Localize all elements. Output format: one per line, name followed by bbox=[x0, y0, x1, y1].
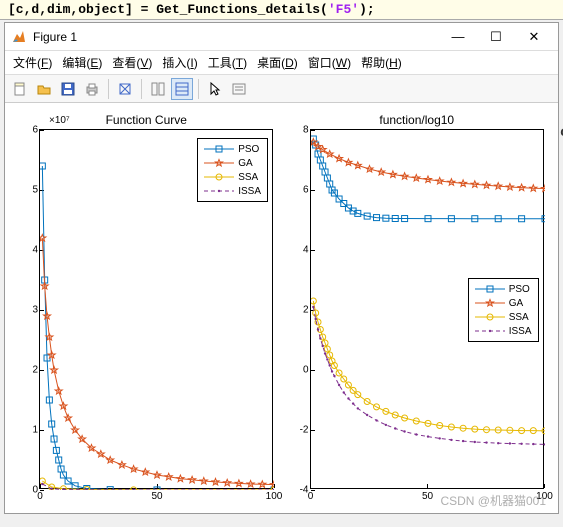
menu-e[interactable]: 编辑(E) bbox=[62, 54, 102, 71]
xtick: 0 bbox=[37, 491, 43, 502]
chart2-axes[interactable]: -4-202468050100PSOGASSAISSA bbox=[310, 129, 544, 489]
ytick: 0 bbox=[20, 485, 38, 496]
reset-view-button[interactable] bbox=[114, 78, 136, 100]
legend-item: ISSA bbox=[204, 184, 261, 198]
code-text: [c,d,dim,object] = Get_Functions_details… bbox=[8, 2, 328, 17]
xtick: 100 bbox=[266, 491, 283, 502]
legend-item: PSO bbox=[475, 282, 532, 296]
minimize-button[interactable]: — bbox=[440, 26, 476, 48]
save-button[interactable] bbox=[57, 78, 79, 100]
menu-h[interactable]: 帮助(H) bbox=[361, 54, 402, 71]
open-button[interactable] bbox=[33, 78, 55, 100]
ytick: 0 bbox=[291, 365, 309, 376]
menu-f[interactable]: 文件(F) bbox=[13, 54, 52, 71]
ytick: 6 bbox=[20, 125, 38, 136]
ytick: 2 bbox=[20, 365, 38, 376]
ytick: 5 bbox=[20, 185, 38, 196]
legend[interactable]: PSOGASSAISSA bbox=[468, 278, 539, 342]
menu-w[interactable]: 窗口(W) bbox=[308, 54, 351, 71]
pointer-button[interactable] bbox=[204, 78, 226, 100]
legend-item: SSA bbox=[204, 170, 261, 184]
chart2-title: function/log10 bbox=[286, 113, 549, 127]
xtick: 50 bbox=[151, 491, 162, 502]
toolbar bbox=[5, 75, 558, 103]
menu-t[interactable]: 工具(T) bbox=[208, 54, 247, 71]
figure-window: Figure 1 — ☐ ✕ 文件(F) 编辑(E) 查看(V) 插入(I) 工具(T)… bbox=[4, 22, 559, 514]
plot-area: ×10⁷ Function Curve 0123456050100PSOGASS… bbox=[5, 103, 558, 513]
new-button[interactable] bbox=[9, 78, 31, 100]
print-button[interactable] bbox=[81, 78, 103, 100]
menubar: 文件(F) 编辑(E) 查看(V) 插入(I) 工具(T) 桌面(D) 窗口(W) 帮助(H) bbox=[5, 51, 558, 75]
legend[interactable]: PSOGASSAISSA bbox=[197, 138, 268, 202]
ytick: 8 bbox=[291, 125, 309, 136]
window-title: Figure 1 bbox=[33, 30, 77, 44]
ytick: 4 bbox=[20, 245, 38, 256]
ytick: -4 bbox=[291, 485, 309, 496]
ytick: 6 bbox=[291, 185, 309, 196]
legend-item: ISSA bbox=[475, 324, 532, 338]
maximize-button[interactable]: ☐ bbox=[478, 26, 514, 48]
dock-button[interactable] bbox=[147, 78, 169, 100]
menu-v[interactable]: 查看(V) bbox=[112, 54, 152, 71]
subplot-2: function/log10 -4-202468050100PSOGASSAIS… bbox=[286, 113, 549, 509]
close-button[interactable]: ✕ bbox=[516, 26, 552, 48]
subplot-1: ×10⁷ Function Curve 0123456050100PSOGASS… bbox=[15, 113, 278, 509]
legend-item: SSA bbox=[475, 310, 532, 324]
legend-item: GA bbox=[475, 296, 532, 310]
ytick: -2 bbox=[291, 425, 309, 436]
legend-item: GA bbox=[204, 156, 261, 170]
menu-i[interactable]: 插入(I) bbox=[162, 54, 197, 71]
chart1-axes[interactable]: 0123456050100PSOGASSAISSA bbox=[39, 129, 273, 489]
data-cursor-button[interactable] bbox=[171, 78, 193, 100]
chart1-exponent: ×10⁷ bbox=[49, 115, 70, 126]
legend-button[interactable] bbox=[228, 78, 250, 100]
menu-d[interactable]: 桌面(D) bbox=[257, 54, 298, 71]
ytick: 4 bbox=[291, 245, 309, 256]
ytick: 2 bbox=[291, 305, 309, 316]
code-suffix: ); bbox=[359, 2, 375, 17]
matlab-icon bbox=[11, 29, 27, 45]
legend-item: PSO bbox=[204, 142, 261, 156]
ytick: 1 bbox=[20, 425, 38, 436]
titlebar: Figure 1 — ☐ ✕ bbox=[5, 23, 558, 51]
code-arg: 'F5' bbox=[328, 2, 359, 17]
xtick: 0 bbox=[308, 491, 314, 502]
ytick: 3 bbox=[20, 305, 38, 316]
code-line: [c,d,dim,object] = Get_Functions_details… bbox=[0, 0, 563, 20]
watermark: CSDN @机器猫001 bbox=[440, 492, 546, 509]
xtick: 50 bbox=[422, 491, 433, 502]
